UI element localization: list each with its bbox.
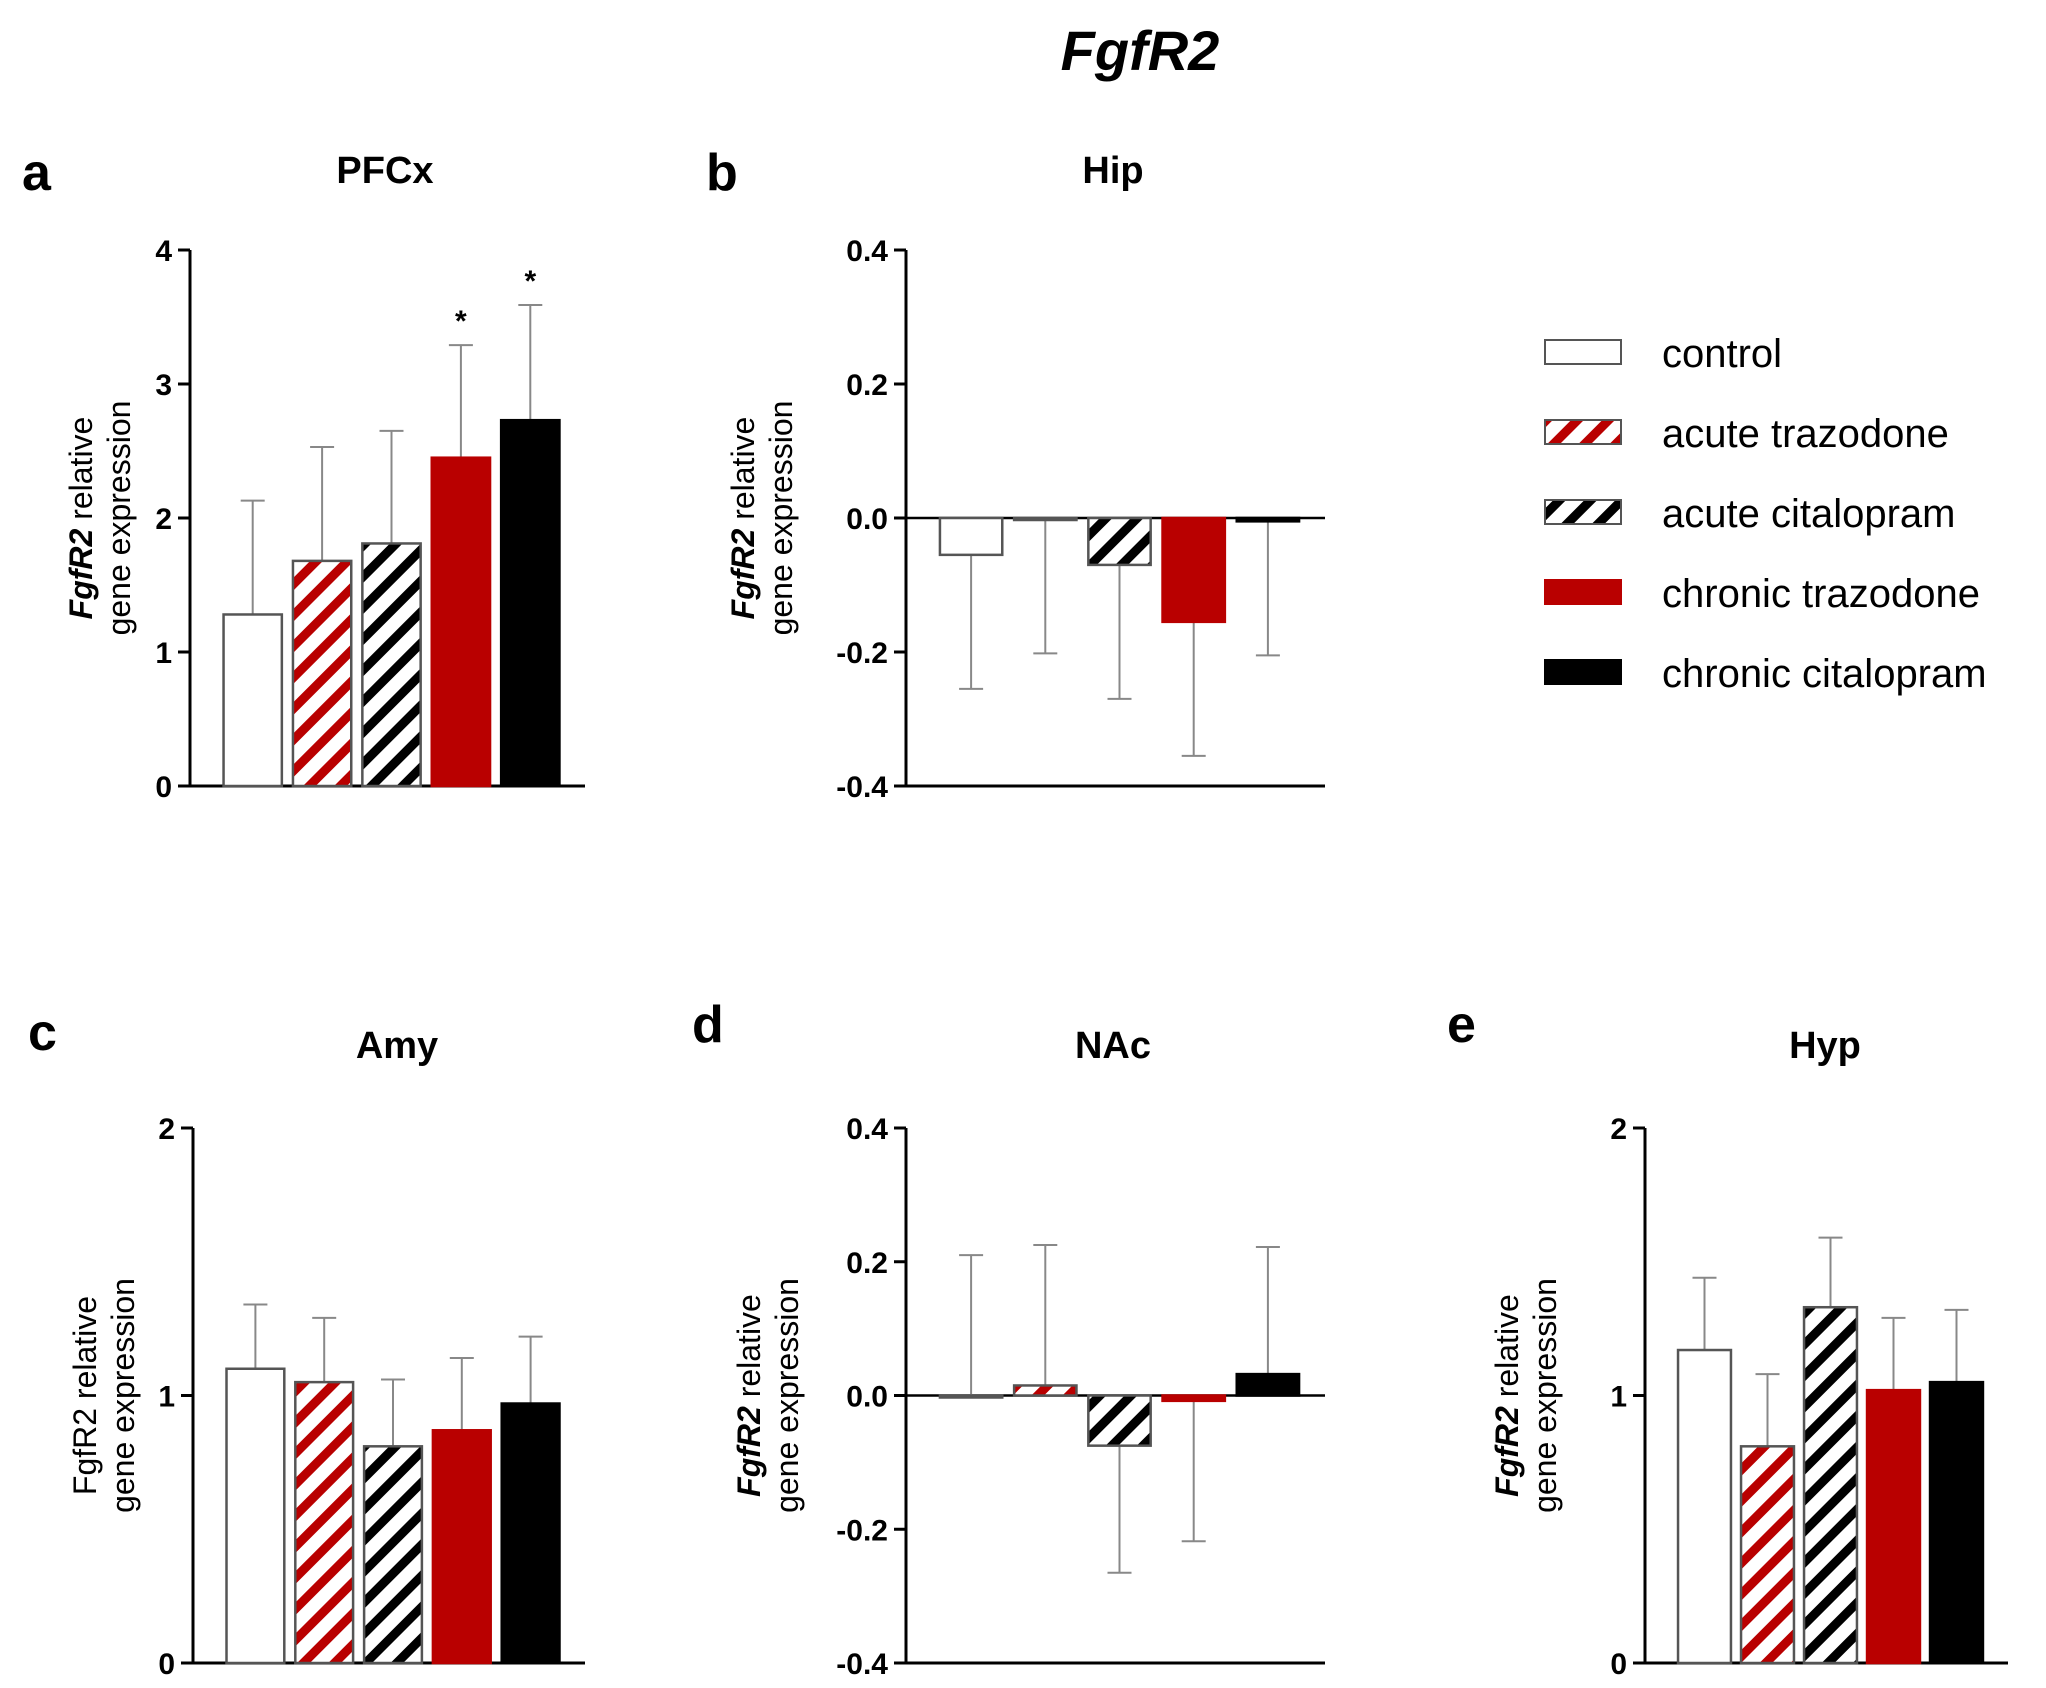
bar-acute-citalopram (1802, 1305, 1859, 1665)
bar-acute-trazodone (1012, 516, 1078, 522)
y-tick-label: -0.4 (836, 1648, 888, 1681)
bar-control (1676, 1348, 1733, 1665)
y-tick-label: -0.2 (836, 1514, 888, 1547)
y-tick-label: 3 (155, 369, 172, 402)
y-tick-label: 0.4 (846, 1113, 888, 1146)
legend-swatch-acute-trazodone (1544, 419, 1622, 445)
y-tick-label: -0.4 (836, 771, 888, 804)
panel-e: e Hyp 0 1 2 FgfR2 relative gene expression (1447, 996, 2008, 1681)
legend: control acute trazodone acute citalopram… (1544, 332, 1987, 696)
bar-acute-trazodone (294, 1380, 355, 1665)
bar-chronic-citalopram (499, 418, 561, 788)
y-axis-label-line2: gene expression (1527, 1278, 1563, 1513)
legend-swatch-acute-citalopram (1544, 499, 1622, 525)
bar-chronic-citalopram (500, 1402, 561, 1665)
y-axis-label-line2: gene expression (101, 401, 137, 636)
legend-label-control: control (1662, 332, 1782, 376)
legend-label-chronic-citalopram: chronic citalopram (1662, 652, 1987, 696)
y-tick-label: 0.4 (846, 235, 888, 268)
y-axis-label-line1: FgfR2 relative (725, 417, 761, 620)
y-tick-label: 2 (158, 1113, 175, 1146)
bar-chronic-trazodone (430, 456, 492, 788)
y-axis-label-line2: gene expression (105, 1278, 141, 1513)
legend-swatch-control (1544, 339, 1622, 365)
figure-title: FgfR2 (1061, 19, 1220, 82)
bar-acute-trazodone (1012, 1384, 1078, 1397)
bar-acute-trazodone (1739, 1445, 1796, 1665)
bar-control (225, 1367, 286, 1665)
y-axis-label-line2: gene expression (763, 401, 799, 636)
significance-marker: * (455, 305, 467, 338)
y-tick-label: 2 (1610, 1113, 1627, 1146)
y-tick-label: 0.0 (846, 503, 888, 536)
y-axis-label-line2: gene expression (769, 1278, 805, 1513)
bar-chronic-trazodone (1865, 1388, 1922, 1665)
panel-b: b Hip -0.4 -0.2 0.0 0.2 0.4 FgfR2 relative gene … (706, 144, 1325, 804)
bar-chronic-trazodone (1161, 1394, 1227, 1403)
panel-letter: b (706, 144, 738, 202)
y-tick-label: 0 (155, 771, 172, 804)
panel-title: Hip (1082, 150, 1143, 192)
y-tick-label: 0.0 (846, 1381, 888, 1414)
y-tick-label: 2 (155, 503, 172, 536)
bar-chronic-citalopram (1235, 1372, 1301, 1397)
y-tick-label: 0.2 (846, 369, 888, 402)
y-axis-label-line1: FgfR2 relative (63, 417, 99, 620)
panel-d: d NAc -0.4 -0.2 0.0 0.2 0.4 FgfR2 relative gene … (692, 996, 1325, 1681)
y-tick-label: 1 (1610, 1381, 1627, 1414)
legend-label-chronic-trazodone: chronic trazodone (1662, 572, 1980, 616)
y-axis-label-line1: FgfR2 relative (67, 1296, 103, 1495)
panel-title: Hyp (1789, 1025, 1861, 1067)
bar-chronic-trazodone (431, 1429, 492, 1665)
y-tick-label: 4 (155, 235, 172, 268)
significance-marker: * (524, 265, 536, 298)
y-tick-label: 0.2 (846, 1247, 888, 1280)
legend-label-acute-trazodone: acute trazodone (1662, 412, 1949, 456)
panel-letter: e (1447, 996, 1476, 1054)
panel-letter: a (22, 144, 52, 202)
y-tick-label: 1 (155, 637, 172, 670)
legend-label-acute-citalopram: acute citalopram (1662, 492, 1955, 536)
bar-control (938, 1394, 1004, 1399)
panel-title: PFCx (336, 150, 433, 192)
panel-a: a PFCx 0 1 2 3 4 FgfR2 relative gene expression *… (22, 144, 585, 804)
panel-title: Amy (356, 1025, 438, 1067)
bar-acute-citalopram (1087, 1394, 1152, 1447)
bar-chronic-citalopram (1235, 516, 1301, 523)
y-tick-label: 0 (1610, 1648, 1627, 1681)
bar-control (222, 613, 284, 788)
bar-acute-trazodone (291, 559, 353, 788)
bar-chronic-citalopram (1928, 1380, 1985, 1665)
bar-acute-citalopram (1087, 516, 1152, 567)
panel-letter: c (28, 1004, 57, 1062)
legend-swatch-chronic-trazodone (1544, 579, 1622, 605)
panel-title: NAc (1075, 1025, 1151, 1067)
bar-acute-citalopram (361, 542, 422, 788)
panel-c: c Amy 0 1 2 FgfR2 relative gene expression (28, 1004, 585, 1681)
y-tick-label: -0.2 (836, 637, 888, 670)
bar-acute-citalopram (362, 1445, 424, 1665)
bar-control (938, 516, 1004, 557)
y-tick-label: 1 (158, 1381, 175, 1414)
panel-letter: d (692, 996, 724, 1054)
bar-chronic-trazodone (1161, 516, 1227, 624)
y-axis-label-line1: FgfR2 relative (731, 1294, 767, 1497)
y-tick-label: 0 (158, 1648, 175, 1681)
legend-swatch-chronic-citalopram (1544, 659, 1622, 685)
y-axis-label-line1: FgfR2 relative (1489, 1294, 1525, 1497)
